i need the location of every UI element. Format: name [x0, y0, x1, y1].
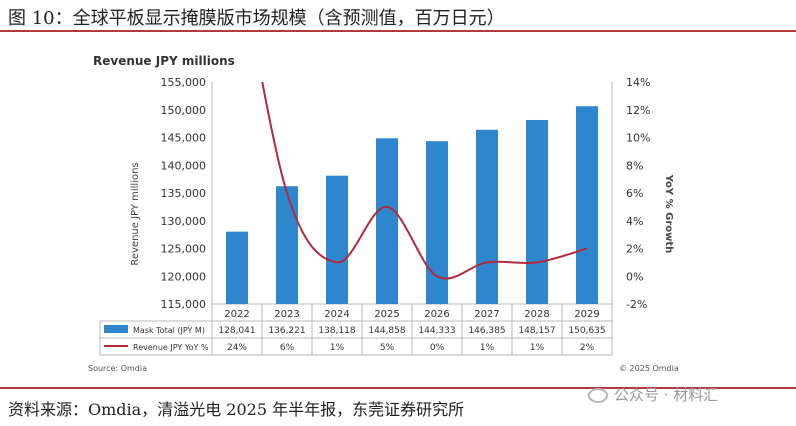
x-tick-label: 2028: [524, 309, 549, 320]
bar: [476, 129, 498, 304]
chart-title: Revenue JPY millions: [93, 54, 235, 68]
x-tick-label: 2026: [424, 309, 449, 320]
yoy-data-label: 6%: [280, 343, 295, 353]
y2-tick-label: 14%: [626, 76, 650, 89]
y2-tick-label: -2%: [626, 298, 647, 311]
yoy-data-label: 1%: [330, 343, 345, 353]
y2-axis-label: YoY % Growth: [663, 174, 674, 254]
figure-title: 图 10：全球平板显示掩膜版市场规模（含预测值，百万日元）: [8, 8, 505, 29]
bar: [276, 186, 298, 304]
bar-data-label: 144,333: [418, 326, 455, 336]
bar: [526, 119, 548, 304]
yoy-growth-line: [261, 82, 588, 280]
y2-tick-label: 10%: [626, 132, 650, 145]
x-tick-label: 2027: [474, 309, 499, 320]
bar: [226, 231, 248, 304]
y2-tick-label: 6%: [626, 187, 643, 200]
x-tick-label: 2025: [374, 309, 399, 320]
bar-data-label: 128,041: [218, 326, 255, 336]
legend-label-bars: Mask Total (JPY M): [133, 326, 205, 335]
yoy-data-label: 1%: [480, 343, 495, 353]
x-tick-label: 2022: [224, 309, 249, 320]
legend-label-line: Revenue JPY YoY %: [133, 343, 209, 352]
bar-data-label: 138,118: [318, 326, 355, 336]
bar: [576, 106, 598, 304]
bar-data-label: 148,157: [518, 326, 555, 336]
bar-data-label: 144,858: [368, 326, 405, 336]
source-divider: [0, 387, 796, 389]
y-tick-label: 140,000: [161, 159, 207, 172]
y2-tick-label: 12%: [626, 104, 650, 117]
y-tick-label: 115,000: [161, 298, 207, 311]
chart: Revenue JPY millions Revenue JPY million…: [88, 54, 679, 373]
y-tick-label: 130,000: [161, 215, 207, 228]
y2-tick-label: 2%: [626, 243, 643, 256]
y2-tick-label: 4%: [626, 215, 643, 228]
yoy-data-label: 5%: [380, 343, 395, 353]
bar-data-label: 146,385: [468, 326, 505, 336]
watermark-text: 公众号 · 材料汇: [614, 386, 719, 404]
y-tick-label: 120,000: [161, 270, 207, 283]
y-tick-label: 135,000: [161, 187, 207, 200]
legend-swatch-bars: [104, 325, 128, 333]
x-tick-label: 2029: [574, 309, 599, 320]
y2-tick-label: 8%: [626, 159, 643, 172]
title-divider: [0, 30, 796, 32]
yoy-data-label: 0%: [430, 343, 445, 353]
y-tick-label: 155,000: [161, 76, 207, 89]
y2-tick-label: 0%: [626, 270, 643, 283]
y-axis-label: Revenue JPY millions: [130, 162, 141, 265]
chart-source-note: Source: Omdia: [88, 364, 147, 373]
bar: [376, 138, 398, 304]
watermark: 公众号 · 材料汇: [588, 384, 718, 405]
yoy-data-label: 2%: [580, 343, 595, 353]
bar: [326, 175, 348, 304]
figure-source: 资料来源：Omdia，清溢光电 2025 年半年报，东莞证券研究所: [8, 400, 465, 419]
x-tick-label: 2024: [324, 309, 349, 320]
yoy-data-label: 1%: [530, 343, 545, 353]
wechat-icon: [588, 388, 608, 403]
chart-copyright-note: © 2025 Omdia: [619, 364, 679, 373]
bar-data-label: 150,635: [568, 326, 605, 336]
y-tick-label: 150,000: [161, 104, 207, 117]
yoy-data-label: 24%: [227, 343, 247, 353]
bar: [426, 141, 448, 304]
y-tick-label: 125,000: [161, 243, 207, 256]
y-tick-label: 145,000: [161, 132, 207, 145]
x-tick-label: 2023: [274, 309, 299, 320]
bar-data-label: 136,221: [268, 326, 305, 336]
